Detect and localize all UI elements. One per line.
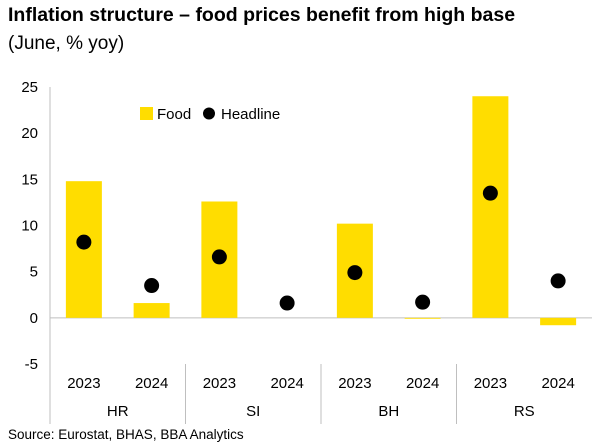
x-group-label: RS	[514, 403, 535, 420]
y-tick-label: -5	[25, 356, 38, 373]
x-year-label: 2024	[541, 375, 574, 392]
x-year-label: 2024	[135, 375, 168, 392]
food-bar	[404, 317, 441, 319]
y-tick-label: 10	[21, 218, 38, 235]
legend-headline-marker	[203, 107, 215, 120]
y-tick-label: 25	[21, 79, 38, 96]
y-tick-label: 5	[30, 264, 38, 281]
headline-point	[76, 234, 92, 250]
chart-subtitle: (June, % yoy)	[8, 33, 125, 54]
x-year-label: 2023	[338, 375, 371, 392]
headline-point	[415, 294, 431, 310]
x-group-label: BH	[378, 403, 399, 420]
chart-title: Inflation structure – food prices benefi…	[8, 4, 516, 26]
headline-point	[550, 273, 566, 289]
x-group-label: SI	[246, 403, 260, 420]
x-group-label: HR	[107, 403, 129, 420]
x-year-label: 2024	[270, 375, 303, 392]
y-tick-label: 20	[21, 125, 38, 142]
headline-point	[211, 249, 227, 265]
headline-point	[347, 265, 363, 281]
y-tick-label: 15	[21, 171, 38, 188]
headline-point	[279, 295, 295, 311]
x-year-label: 2023	[203, 375, 236, 392]
headline-point	[482, 185, 498, 201]
x-year-label: 2023	[67, 375, 100, 392]
legend-food-label: Food	[157, 106, 191, 123]
legend-headline-label: Headline	[221, 106, 280, 123]
y-tick-label: 0	[30, 310, 38, 327]
legend-food-swatch	[140, 107, 153, 120]
food-bar	[472, 96, 509, 318]
headline-point	[144, 278, 160, 294]
x-year-label: 2024	[406, 375, 439, 392]
food-bar	[540, 317, 577, 326]
source-note: Source: Eurostat, BHAS, BBA Analytics	[8, 427, 244, 442]
x-year-label: 2023	[474, 375, 507, 392]
food-bar	[133, 303, 170, 318]
